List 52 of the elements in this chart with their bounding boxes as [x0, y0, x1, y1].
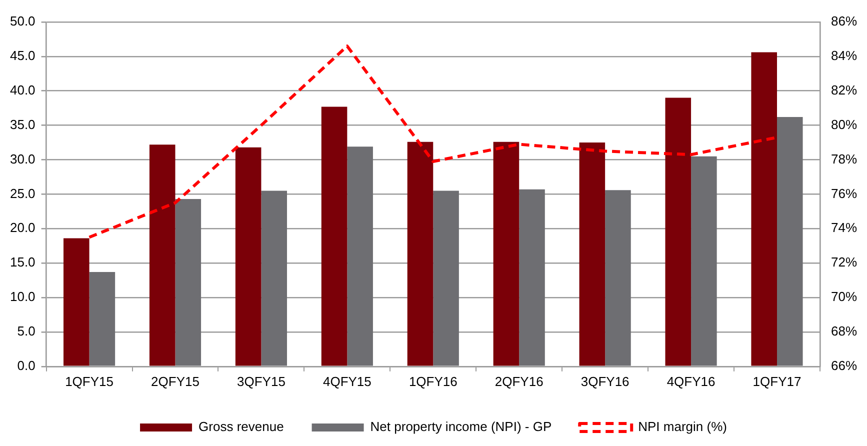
bar: [407, 142, 434, 366]
x-tick-label: 2QFY16: [494, 374, 544, 389]
bar: [777, 117, 803, 366]
y2-tick-label: 66%: [830, 358, 858, 373]
y-tick-label: 20.0: [10, 220, 36, 236]
bar: [605, 190, 631, 366]
y2-tick-label: 80%: [830, 116, 858, 132]
y-tick-label: 5.0: [17, 324, 36, 339]
y-tick-label: 10.0: [10, 289, 36, 304]
y2-tick-label: 86%: [830, 14, 858, 29]
y-tick-label: 30.0: [10, 151, 36, 166]
y2-tick-label: 82%: [830, 82, 858, 98]
y-tick-label: 0.0: [17, 358, 36, 373]
bar: [347, 146, 373, 366]
y2-tick-label: 68%: [830, 324, 858, 339]
y-tick-label: 25.0: [10, 186, 36, 201]
bar: [493, 142, 520, 366]
bar: [63, 238, 90, 366]
bar: [235, 147, 262, 366]
y2-tick-label: 74%: [830, 220, 858, 236]
bar: [519, 189, 545, 366]
y-tick-label: 15.0: [10, 254, 36, 270]
y2-tick-label: 72%: [830, 254, 858, 270]
y2-tick-label: 70%: [830, 289, 858, 304]
legend-label: NPI margin (%): [638, 419, 727, 434]
y2-tick-label: 78%: [830, 151, 858, 166]
x-tick-label: 1QFY15: [65, 374, 114, 389]
y-tick-label: 35.0: [10, 116, 36, 132]
y-tick-label: 50.0: [10, 14, 36, 29]
x-tick-label: 3QFY16: [580, 374, 630, 389]
x-tick-label: 1QFY16: [408, 374, 458, 389]
bar: [579, 142, 606, 366]
bar: [89, 272, 116, 366]
bar: [321, 106, 348, 366]
x-tick-label: 4QFY15: [322, 374, 372, 389]
bar: [433, 190, 459, 366]
legend-label: Gross revenue: [198, 419, 284, 434]
x-tick-label: 3QFY15: [237, 374, 286, 389]
y2-tick-label: 84%: [830, 48, 858, 64]
y2-tick-label: 76%: [830, 186, 858, 201]
y-tick-label: 45.0: [10, 48, 36, 64]
bar: [149, 144, 176, 366]
bar: [261, 190, 287, 366]
bar: [691, 156, 717, 366]
bar: [751, 52, 777, 366]
x-tick-label: 1QFY17: [752, 374, 802, 389]
bar: [665, 98, 692, 366]
x-tick-label: 4QFY16: [666, 374, 716, 389]
y-tick-label: 40.0: [10, 82, 36, 98]
bar: [175, 199, 202, 366]
legend-label: Net property income (NPI) - GP: [370, 419, 552, 434]
x-tick-label: 2QFY15: [151, 374, 200, 389]
